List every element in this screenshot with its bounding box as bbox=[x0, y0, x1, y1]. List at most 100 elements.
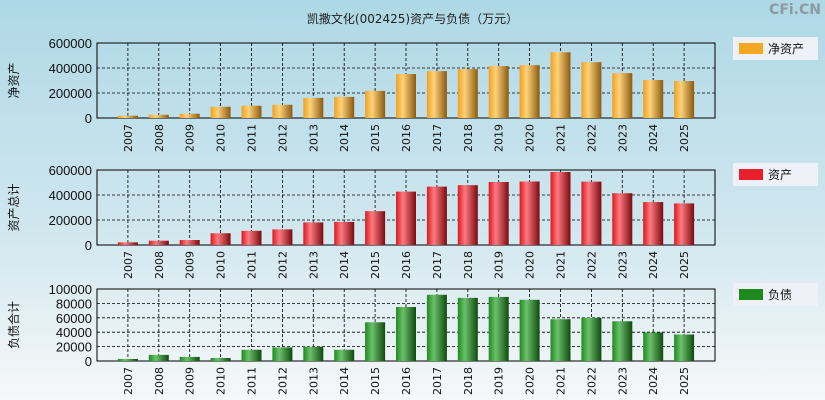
bar-2023 bbox=[612, 73, 633, 118]
x-tick-label: 2008 bbox=[153, 251, 166, 279]
x-tick-label: 2023 bbox=[616, 124, 629, 152]
bar-2020 bbox=[519, 65, 540, 118]
bar-2019 bbox=[488, 182, 509, 245]
bar-2008 bbox=[148, 354, 169, 361]
bar-2017 bbox=[426, 294, 447, 361]
x-tick-label: 2014 bbox=[338, 367, 351, 395]
x-tick-label: 2025 bbox=[678, 251, 691, 279]
x-tick-label: 2016 bbox=[400, 251, 413, 279]
bar-2008 bbox=[148, 240, 169, 245]
bar-2017 bbox=[426, 186, 447, 245]
x-tick-label: 2019 bbox=[493, 367, 506, 395]
bar-2023 bbox=[612, 193, 633, 245]
bar-2013 bbox=[303, 222, 324, 245]
bar-2010 bbox=[210, 357, 231, 361]
x-tick-label: 2013 bbox=[307, 367, 320, 395]
bar-2011 bbox=[241, 349, 262, 361]
bar-2022 bbox=[581, 62, 602, 118]
y-tick-label: 40000 bbox=[56, 325, 92, 340]
bar-2012 bbox=[272, 229, 293, 245]
x-tick-label: 2015 bbox=[369, 124, 382, 152]
x-tick-label: 2015 bbox=[369, 367, 382, 395]
x-tick-label: 2014 bbox=[338, 124, 351, 152]
x-tick-label: 2025 bbox=[678, 124, 691, 152]
x-tick-label: 2018 bbox=[462, 124, 475, 152]
x-tick-label: 2017 bbox=[431, 251, 444, 279]
y-tick-label: 200000 bbox=[49, 86, 92, 101]
bar-2024 bbox=[643, 202, 664, 245]
y-axis-label: 净资产 bbox=[7, 62, 21, 98]
x-tick-label: 2023 bbox=[616, 251, 629, 279]
bar-2018 bbox=[457, 69, 478, 118]
bar-2011 bbox=[241, 105, 262, 118]
bar-2008 bbox=[148, 114, 169, 118]
x-tick-label: 2023 bbox=[616, 367, 629, 395]
x-tick-label: 2020 bbox=[524, 367, 537, 395]
legend-label: 资产 bbox=[768, 168, 792, 182]
y-tick-label: 600000 bbox=[49, 163, 92, 178]
x-tick-label: 2025 bbox=[678, 367, 691, 395]
bar-2022 bbox=[581, 317, 602, 361]
bar-2009 bbox=[179, 240, 200, 245]
bar-2010 bbox=[210, 106, 231, 118]
x-tick-label: 2017 bbox=[431, 124, 444, 152]
x-tick-label: 2020 bbox=[524, 124, 537, 152]
bar-2015 bbox=[365, 211, 386, 245]
bar-2012 bbox=[272, 347, 293, 361]
x-tick-label: 2008 bbox=[153, 367, 166, 395]
x-tick-label: 2017 bbox=[431, 367, 444, 395]
bar-2016 bbox=[396, 191, 416, 245]
y-tick-label: 100000 bbox=[49, 282, 92, 297]
x-tick-label: 2024 bbox=[647, 251, 660, 279]
y-tick-label: 400000 bbox=[49, 188, 92, 203]
x-tick-label: 2010 bbox=[215, 251, 228, 279]
bar-2016 bbox=[396, 307, 416, 361]
x-tick-label: 2014 bbox=[338, 251, 351, 279]
x-tick-label: 2016 bbox=[400, 124, 413, 152]
bar-2021 bbox=[550, 172, 571, 245]
x-tick-label: 2015 bbox=[369, 251, 382, 279]
legend-box bbox=[733, 37, 818, 60]
x-tick-label: 2009 bbox=[184, 124, 197, 152]
chart-title: 凯撒文化(002425)资产与负债（万元） bbox=[306, 12, 519, 26]
x-tick-label: 2021 bbox=[555, 251, 568, 279]
x-tick-label: 2021 bbox=[555, 124, 568, 152]
bar-2013 bbox=[303, 97, 324, 118]
x-tick-label: 2022 bbox=[585, 367, 598, 395]
bar-2007 bbox=[117, 358, 138, 361]
legend-label: 负债 bbox=[768, 288, 792, 302]
bar-2015 bbox=[365, 90, 386, 118]
bar-2011 bbox=[241, 230, 262, 245]
bar-2019 bbox=[488, 66, 509, 118]
x-tick-label: 2012 bbox=[276, 251, 289, 279]
bar-2019 bbox=[488, 296, 509, 361]
x-tick-label: 2011 bbox=[246, 251, 259, 279]
x-tick-label: 2010 bbox=[215, 367, 228, 395]
bar-2024 bbox=[643, 80, 664, 118]
x-tick-label: 2012 bbox=[276, 124, 289, 152]
x-tick-label: 2020 bbox=[524, 251, 537, 279]
legend-swatch bbox=[739, 43, 763, 54]
bar-2023 bbox=[612, 321, 633, 361]
x-tick-label: 2024 bbox=[647, 367, 660, 395]
legend-box bbox=[733, 163, 818, 186]
x-tick-label: 2021 bbox=[555, 367, 568, 395]
bar-2009 bbox=[179, 113, 200, 118]
x-tick-label: 2008 bbox=[153, 124, 166, 152]
bar-2017 bbox=[426, 71, 447, 118]
bar-2024 bbox=[643, 332, 664, 361]
x-tick-label: 2010 bbox=[215, 124, 228, 152]
bar-2013 bbox=[303, 346, 324, 361]
bar-2021 bbox=[550, 52, 571, 118]
bar-2014 bbox=[334, 221, 355, 245]
bar-2022 bbox=[581, 181, 602, 245]
x-tick-label: 2022 bbox=[585, 251, 598, 279]
x-tick-label: 2009 bbox=[184, 251, 197, 279]
x-tick-label: 2016 bbox=[400, 367, 413, 395]
y-tick-label: 60000 bbox=[56, 311, 92, 326]
y-axis-label: 负债合计 bbox=[6, 301, 21, 349]
y-tick-label: 600000 bbox=[49, 36, 92, 51]
bar-2020 bbox=[519, 181, 540, 245]
x-tick-label: 2007 bbox=[122, 367, 135, 395]
